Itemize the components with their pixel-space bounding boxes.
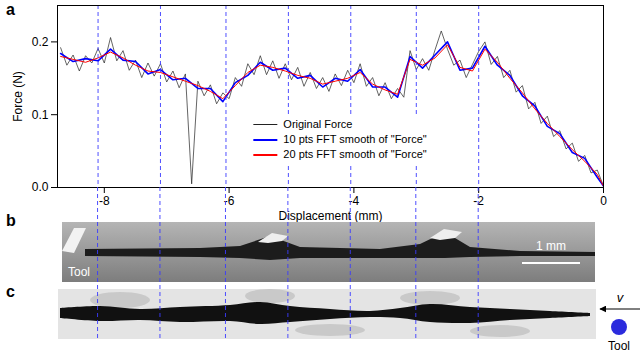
svg-text:0: 0: [600, 194, 607, 208]
svg-text:-2: -2: [473, 194, 484, 208]
svg-text:a: a: [6, 1, 15, 18]
svg-text:v: v: [617, 290, 625, 305]
svg-text:Displacement (mm): Displacement (mm): [278, 209, 382, 223]
svg-text:-8: -8: [99, 194, 110, 208]
svg-text:Tool: Tool: [68, 265, 90, 279]
svg-text:0.0: 0.0: [32, 180, 49, 194]
html-text:10 pts FFT smooth of "Force": 10 pts FFT smooth of "Force": [283, 133, 427, 145]
svg-text:c: c: [6, 283, 15, 300]
svg-text:-4: -4: [349, 194, 360, 208]
svg-text:Tool: Tool: [608, 339, 630, 353]
html-text:Original Force: Original Force: [283, 118, 353, 130]
svg-text:0.2: 0.2: [32, 35, 49, 49]
svg-text:0.1: 0.1: [32, 108, 49, 122]
svg-text:Force (N): Force (N): [11, 71, 25, 122]
svg-text:-6: -6: [224, 194, 235, 208]
svg-text:b: b: [6, 212, 16, 229]
html-text:20 pts FFT smooth of "Force": 20 pts FFT smooth of "Force": [283, 148, 427, 160]
svg-text:1 mm: 1 mm: [536, 239, 566, 253]
